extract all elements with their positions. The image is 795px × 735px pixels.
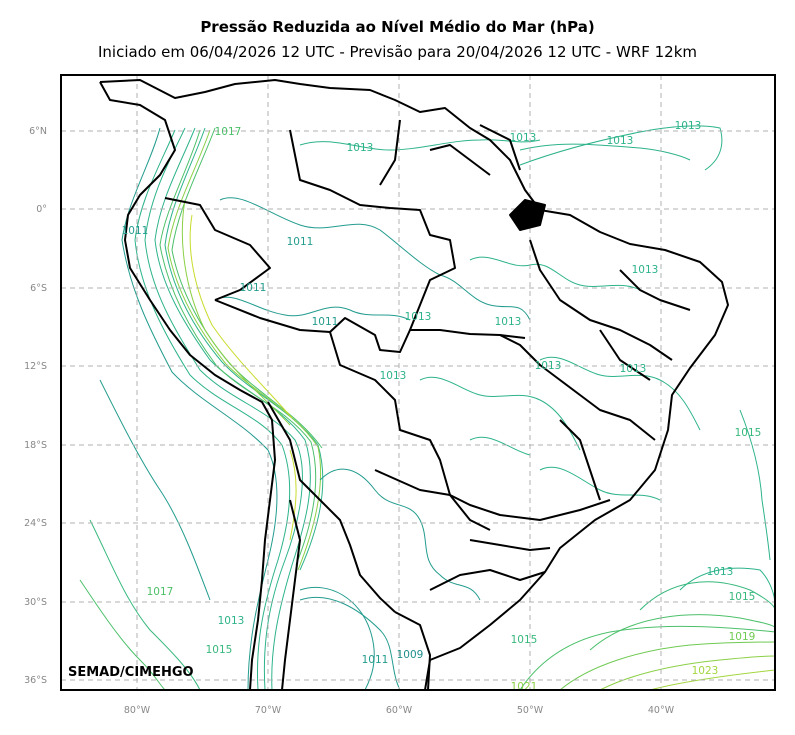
map-subtitle: Iniciado em 06/04/2026 12 UTC - Previsão…	[97, 43, 698, 61]
isobar-label: 1013	[380, 370, 407, 382]
lon-label: 50°W	[517, 705, 544, 716]
latitude-labels: 6°N 0° 6°S 12°S 18°S 24°S 30°S 36°S	[24, 126, 47, 686]
isobar-label: 1013	[632, 264, 659, 276]
lon-label: 70°W	[255, 705, 282, 716]
coastline	[99, 79, 729, 690]
isobar-layer	[79, 125, 775, 690]
isobar-label: 1011	[122, 225, 149, 237]
isobar-label: 1021	[511, 681, 538, 693]
isobar-label: 1017	[147, 586, 174, 598]
longitude-labels: 80°W 70°W 60°W 50°W 40°W	[124, 705, 675, 716]
isobar-label: 1013	[405, 311, 432, 323]
lat-label: 30°S	[24, 597, 47, 608]
lon-label: 60°W	[386, 705, 413, 716]
lat-label: 36°S	[24, 675, 47, 686]
isobar-label: 1013	[535, 360, 562, 372]
map-title: Pressão Reduzida ao Nível Médio do Mar (…	[200, 18, 595, 36]
lat-label: 12°S	[24, 361, 47, 372]
credit-label: SEMAD/CIMEHGO	[68, 665, 194, 680]
isobar-label: 1015	[729, 591, 756, 603]
isobar-label: 1009	[397, 649, 424, 661]
gridlines	[61, 75, 775, 690]
isobar-labels: 1013 1013 1013 1013 1017 1011 1011 1011 1011 1013…	[122, 120, 762, 693]
isobar-label: 1013	[675, 120, 702, 132]
isobar-label: 1019	[729, 631, 756, 643]
borders-layer	[99, 79, 729, 690]
isobar-label: 1013	[347, 142, 374, 154]
isobar-label: 1023	[692, 665, 719, 677]
lat-label: 6°S	[30, 283, 47, 294]
isobar-label: 1011	[312, 316, 339, 328]
isobar-label: 1013	[707, 566, 734, 578]
isobar-label: 1015	[206, 644, 233, 656]
isobar-label: 1013	[620, 363, 647, 375]
isobar-label: 1011	[240, 282, 267, 294]
isobar-label: 1011	[362, 654, 389, 666]
lon-label: 40°W	[648, 705, 675, 716]
isobar-label: 1011	[287, 236, 314, 248]
map-frame	[60, 74, 776, 691]
isobar-label: 1013	[510, 132, 537, 144]
isobar-label: 1013	[607, 135, 634, 147]
isobar-label: 1017	[215, 126, 242, 138]
lat-label: 24°S	[24, 518, 47, 529]
isobar-label: 1013	[218, 615, 245, 627]
isobar-label: 1015	[735, 427, 762, 439]
isobar-label: 1013	[495, 316, 522, 328]
lat-label: 6°N	[29, 126, 47, 137]
isobar-label: 1015	[511, 634, 538, 646]
lon-label: 80°W	[124, 705, 151, 716]
lat-label: 18°S	[24, 440, 47, 451]
lat-label: 0°	[36, 204, 47, 215]
